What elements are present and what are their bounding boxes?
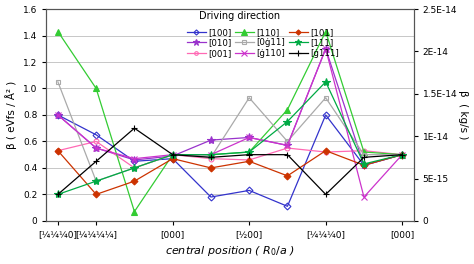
X-axis label: central position ( $R_0/a$ ): central position ( $R_0/a$ ) <box>165 244 295 258</box>
Legend: [100], [010], [001], [110], [0ģ11], [ģ110], [101], [111], [ģ111]: [100], [010], [001], [110], [0ģ11], [ģ11… <box>187 28 339 58</box>
Y-axis label: β ( eVfs / Å² ): β ( eVfs / Å² ) <box>6 81 18 149</box>
Text: Driving direction: Driving direction <box>199 11 280 21</box>
Y-axis label: β  ( kg/s ): β ( kg/s ) <box>458 90 468 140</box>
